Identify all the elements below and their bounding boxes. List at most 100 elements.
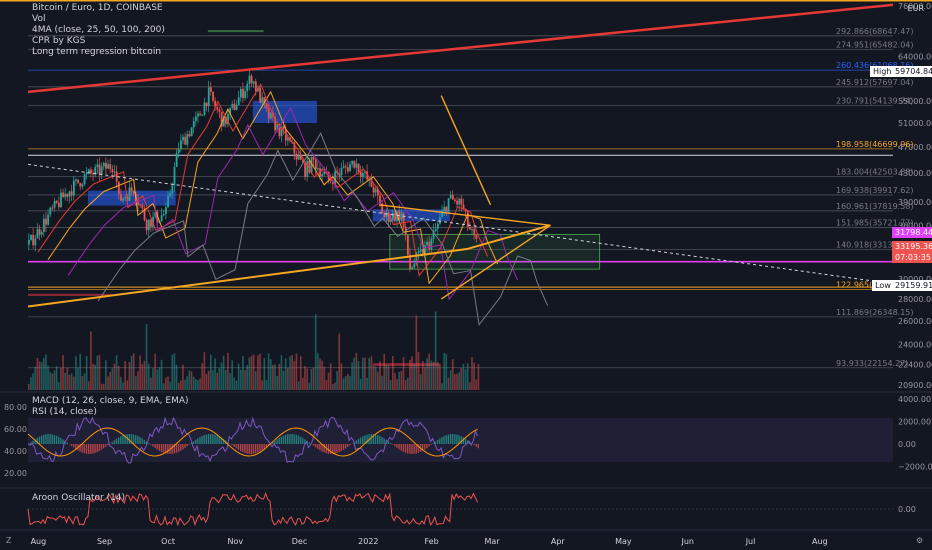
- settings-gear-icon[interactable]: ⚙: [916, 536, 924, 545]
- macd-histogram-bar: [244, 444, 246, 454]
- candle-body: [199, 113, 202, 116]
- candle-body: [441, 211, 444, 218]
- candle-body: [447, 198, 450, 212]
- y-tick-label: 47000.00: [898, 143, 932, 152]
- symbol-title[interactable]: Bitcoin / Euro, 1D, COINBASE: [32, 3, 163, 13]
- volume-bar: [362, 357, 364, 390]
- macd-histogram-bar: [317, 444, 319, 449]
- candle-body: [94, 167, 97, 175]
- current-price-tag: 33195.36: [892, 241, 932, 252]
- candle-body: [49, 207, 52, 215]
- candle-body: [246, 83, 249, 92]
- ascending-support-line: [27, 224, 551, 308]
- volume-bar: [203, 352, 206, 390]
- volume-bar: [38, 361, 41, 390]
- macd-histogram-bar: [79, 444, 81, 452]
- volume-bar: [443, 352, 445, 390]
- volume-bar: [280, 355, 283, 390]
- volume-bar: [368, 358, 371, 390]
- macd-histogram-bar: [147, 443, 150, 444]
- candle-body: [419, 249, 422, 252]
- volume-bar: [329, 363, 332, 390]
- candle-body: [192, 120, 195, 128]
- volume-bar: [197, 380, 199, 390]
- zoom-button[interactable]: Z: [6, 536, 12, 545]
- volume-bar: [456, 373, 458, 390]
- aroon-label[interactable]: Aroon Oscillator (14): [32, 493, 126, 503]
- volume-bar: [122, 382, 124, 390]
- macd-histogram-bar: [263, 444, 265, 449]
- macd-histogram-bar: [394, 444, 396, 447]
- indicator-4ma[interactable]: 4MA (close, 25, 50, 100, 200): [32, 25, 165, 35]
- macd-histogram-bar: [130, 434, 133, 444]
- candle-body: [220, 111, 223, 127]
- level-label: 230.791(54139.74): [836, 96, 914, 105]
- macd-histogram-bar: [113, 440, 116, 444]
- candle-body: [167, 195, 169, 208]
- macd-histogram-bar: [51, 434, 53, 444]
- macd-histogram-bar: [421, 444, 424, 451]
- candle-body: [282, 126, 285, 130]
- x-tick-label: Oct: [161, 537, 175, 546]
- rsi-label[interactable]: RSI (14, close): [32, 407, 97, 417]
- volume-bar: [244, 370, 246, 390]
- volume-bar: [132, 353, 135, 390]
- volume-bar: [387, 365, 390, 390]
- volume-bar: [184, 379, 186, 390]
- candle-body: [81, 184, 84, 187]
- candle-body: [338, 173, 341, 176]
- macd-histogram-bar: [379, 435, 381, 444]
- candle-body: [424, 245, 426, 256]
- indicator-vol[interactable]: Vol: [32, 14, 46, 24]
- candle-body: [40, 231, 43, 235]
- volume-bar: [428, 353, 430, 390]
- candle-body: [430, 238, 433, 250]
- macd-histogram-bar: [432, 443, 435, 444]
- candle-body: [340, 167, 343, 176]
- volume-bar: [135, 376, 137, 390]
- candle-body: [182, 136, 184, 141]
- candle-body: [259, 87, 262, 103]
- volume-bar: [233, 377, 236, 390]
- candle-body: [122, 198, 125, 201]
- volume-bar: [115, 355, 118, 390]
- candle-body: [184, 136, 187, 145]
- volume-bar: [209, 354, 212, 390]
- candle-body: [449, 194, 452, 199]
- macd-histogram-bar: [411, 444, 413, 454]
- macd-histogram-bar: [66, 442, 68, 444]
- macd-histogram-bar: [60, 438, 62, 444]
- macd-histogram-bar: [137, 436, 139, 444]
- volume-bar: [310, 369, 313, 390]
- macd-histogram-bar: [284, 434, 287, 444]
- macd-histogram-bar: [344, 444, 347, 449]
- candle-body: [357, 163, 360, 173]
- candle-body: [154, 212, 157, 217]
- macd-histogram-bar: [409, 444, 411, 454]
- indicator-cpr[interactable]: CPR by KGS: [32, 36, 86, 46]
- macd-histogram-bar: [83, 444, 86, 454]
- candle-body: [100, 166, 103, 175]
- volume-bar: [349, 375, 351, 390]
- volume-bar: [75, 356, 77, 390]
- volume-bar: [276, 375, 278, 390]
- macd-histogram-bar: [124, 434, 126, 444]
- macd-histogram-bar: [424, 444, 426, 450]
- currency-label[interactable]: EUR: [907, 4, 924, 13]
- level-label: 245.912(57697.04): [836, 78, 914, 87]
- candle-body: [402, 212, 405, 227]
- macd-histogram-bar: [49, 434, 51, 444]
- macd-label[interactable]: MACD (12, 26, close, 9, EMA, EMA): [32, 396, 189, 406]
- macd-histogram-bar: [145, 441, 148, 444]
- candle-body: [72, 180, 75, 196]
- indicator-regression[interactable]: Long term regression bitcoin: [32, 47, 162, 57]
- volume-bar: [239, 369, 242, 390]
- macd-histogram-bar: [323, 444, 325, 453]
- candle-body: [366, 171, 369, 180]
- volume-bar: [287, 367, 289, 390]
- candle-body: [362, 172, 364, 178]
- candle-body: [28, 239, 30, 245]
- volume-bar: [90, 331, 92, 390]
- macd-histogram-bar: [233, 444, 235, 447]
